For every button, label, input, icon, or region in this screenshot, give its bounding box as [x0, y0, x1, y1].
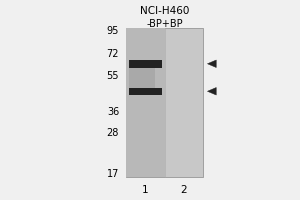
- Bar: [126, 28, 203, 177]
- Text: -BP+BP: -BP+BP: [146, 19, 183, 29]
- Text: 36: 36: [107, 107, 119, 117]
- Text: 2: 2: [181, 185, 187, 195]
- Text: 28: 28: [107, 128, 119, 138]
- Text: 55: 55: [106, 71, 119, 81]
- Bar: [126, 28, 165, 177]
- Text: NCI-H460: NCI-H460: [140, 6, 189, 16]
- Text: 17: 17: [107, 169, 119, 179]
- Text: 95: 95: [107, 26, 119, 36]
- Text: 1: 1: [142, 185, 149, 195]
- Text: 72: 72: [106, 49, 119, 59]
- Polygon shape: [207, 60, 216, 68]
- Bar: [129, 88, 162, 95]
- Bar: [129, 60, 162, 68]
- Polygon shape: [207, 87, 216, 95]
- Bar: [129, 68, 155, 88]
